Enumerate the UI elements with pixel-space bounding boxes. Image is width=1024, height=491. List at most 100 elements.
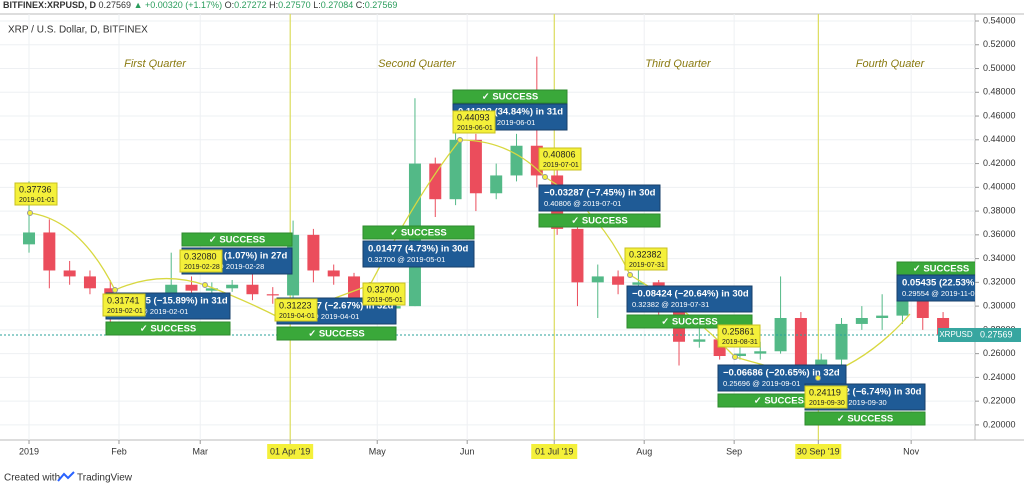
candle-body [693, 339, 706, 342]
y-tick-label: 0.20000 [983, 419, 1016, 429]
price-label-date: 2019-09-30 [809, 400, 845, 407]
measure-detail: 0.40806 @ 2019-07-01 [544, 199, 621, 208]
x-tick-label: 01 Apr '19 [270, 446, 310, 456]
x-tick-highlight [267, 444, 314, 459]
price-label-value: 0.44093 [457, 112, 490, 122]
footer-text: Created with [4, 473, 60, 484]
price-tag-value: 0.27569 [980, 329, 1013, 339]
candle-body [246, 284, 259, 295]
measure-detail: 0.44093 @ 2019-06-01 [458, 118, 535, 127]
success-label: ✓ SUCCESS [661, 317, 718, 328]
price-label-date: 2019-07-31 [629, 262, 665, 269]
ohlc-key: O: [225, 0, 235, 10]
y-tick-label: 0.40000 [983, 182, 1016, 192]
success-bar [538, 213, 661, 228]
price-label-value: 0.31741 [107, 295, 140, 305]
price-label-value: 0.25861 [722, 326, 755, 336]
candle-body [327, 270, 340, 277]
price-label-value: 0.40806 [543, 149, 576, 159]
success-label: ✓ SUCCESS [308, 329, 365, 340]
point-dot [732, 354, 738, 360]
measure-detail: 0.29554 @ 2019-11-0 [902, 289, 975, 298]
quarter-label: First Quarter [124, 58, 187, 70]
footer: Created with TradingView [4, 471, 133, 484]
price-tag [975, 327, 1021, 342]
success-bar [105, 321, 231, 336]
price-label-date: 2019-02-28 [184, 264, 220, 271]
price-label-date: 2019-02-01 [107, 308, 143, 315]
price-tag-name: XRPUSD [939, 330, 973, 339]
measure-detail: 0.31741 @ 2019-02-01 [111, 307, 188, 316]
quarter-label: Third Quarter [645, 58, 712, 70]
price-label-box [452, 110, 496, 134]
y-tick-label: 0.52000 [983, 39, 1016, 49]
measure-detail: 0.24119 @ 2019-09-30 [810, 398, 887, 407]
candle-body [855, 317, 868, 324]
ohlc-value: 0.27569 [365, 0, 398, 10]
ohlc-key: C: [356, 0, 365, 10]
chart-title: XRP / U.S. Dollar, D, BITFINEX [8, 25, 148, 36]
success-bar [452, 89, 568, 104]
price-label-box [538, 147, 582, 171]
success-label: ✓ SUCCESS [913, 264, 970, 275]
candle-body [916, 300, 929, 318]
measure-change: 0.05435 (22.53% [902, 278, 975, 289]
y-tick-label: 0.34000 [983, 253, 1016, 263]
price-label-value: 0.32382 [629, 249, 662, 259]
x-tick-label: Sep [726, 446, 742, 456]
change: ▲ +0.00320 (+1.17%) [134, 0, 222, 10]
measure-detail: 0.32700 @ 2019-05-01 [368, 255, 445, 264]
candle-body [733, 353, 746, 357]
success-label: ✓ SUCCESS [482, 92, 539, 103]
x-tick-label: Feb [111, 446, 127, 456]
candle-body [835, 323, 848, 360]
success-bar [804, 411, 926, 426]
measure-box [896, 274, 975, 302]
point-dot [202, 282, 208, 288]
y-tick-label: 0.30000 [983, 300, 1016, 310]
point-dot [815, 375, 821, 381]
measure-change: −0.00857 (−2.67%) in 32d [282, 301, 394, 312]
y-tick-label: 0.42000 [983, 158, 1016, 168]
candle-body [266, 294, 279, 296]
ohlc-key: L: [313, 0, 321, 10]
y-tick-label: 0.22000 [983, 396, 1016, 406]
candle-body [490, 175, 503, 194]
logo [57, 471, 75, 482]
x-tick-label: Nov [903, 446, 920, 456]
price-label-box [14, 182, 58, 206]
measure-change: −0.03287 (−7.45%) in 30d [544, 188, 656, 199]
candle-body [876, 315, 889, 318]
price-label-date: 2019-01-01 [19, 197, 55, 204]
price-label-date: 2019-08-31 [722, 339, 758, 346]
ohlc-value: 0.27084 [321, 0, 354, 10]
success-label: ✓ SUCCESS [209, 235, 266, 246]
x-tick-label: Mar [192, 446, 208, 456]
price-label-box [362, 282, 406, 306]
measure-box [538, 184, 661, 212]
price-label-date: 2019-04-01 [279, 313, 315, 320]
candle-body [43, 232, 56, 271]
x-tick-label: Jun [460, 446, 475, 456]
candle-body [571, 228, 584, 283]
price-label-value: 0.32700 [367, 284, 400, 294]
candle-body [63, 270, 76, 277]
measure-change: 0.11393 (34.84%) in 31d [458, 107, 563, 118]
success-label: ✓ SUCCESS [571, 216, 628, 227]
candle-body [469, 139, 482, 194]
candle-body [83, 276, 96, 289]
y-tick-label: 0.46000 [983, 110, 1016, 120]
last-price: 0.27569 [99, 0, 132, 10]
price-label-date: 2019-05-01 [367, 297, 403, 304]
y-tick-label: 0.36000 [983, 229, 1016, 239]
quarter-label: Fourth Quater [856, 58, 926, 70]
measure-change: 0.01477 (4.73%) in 30d [368, 244, 469, 255]
price-label-box [804, 385, 848, 409]
measure-change: −0.06686 (−20.65%) in 32d [723, 368, 840, 379]
success-bar [181, 232, 293, 247]
ohlc-key: H: [269, 0, 278, 10]
candle-body [794, 317, 807, 372]
point-dot [627, 272, 633, 278]
price-label-value: 0.24119 [809, 387, 841, 397]
